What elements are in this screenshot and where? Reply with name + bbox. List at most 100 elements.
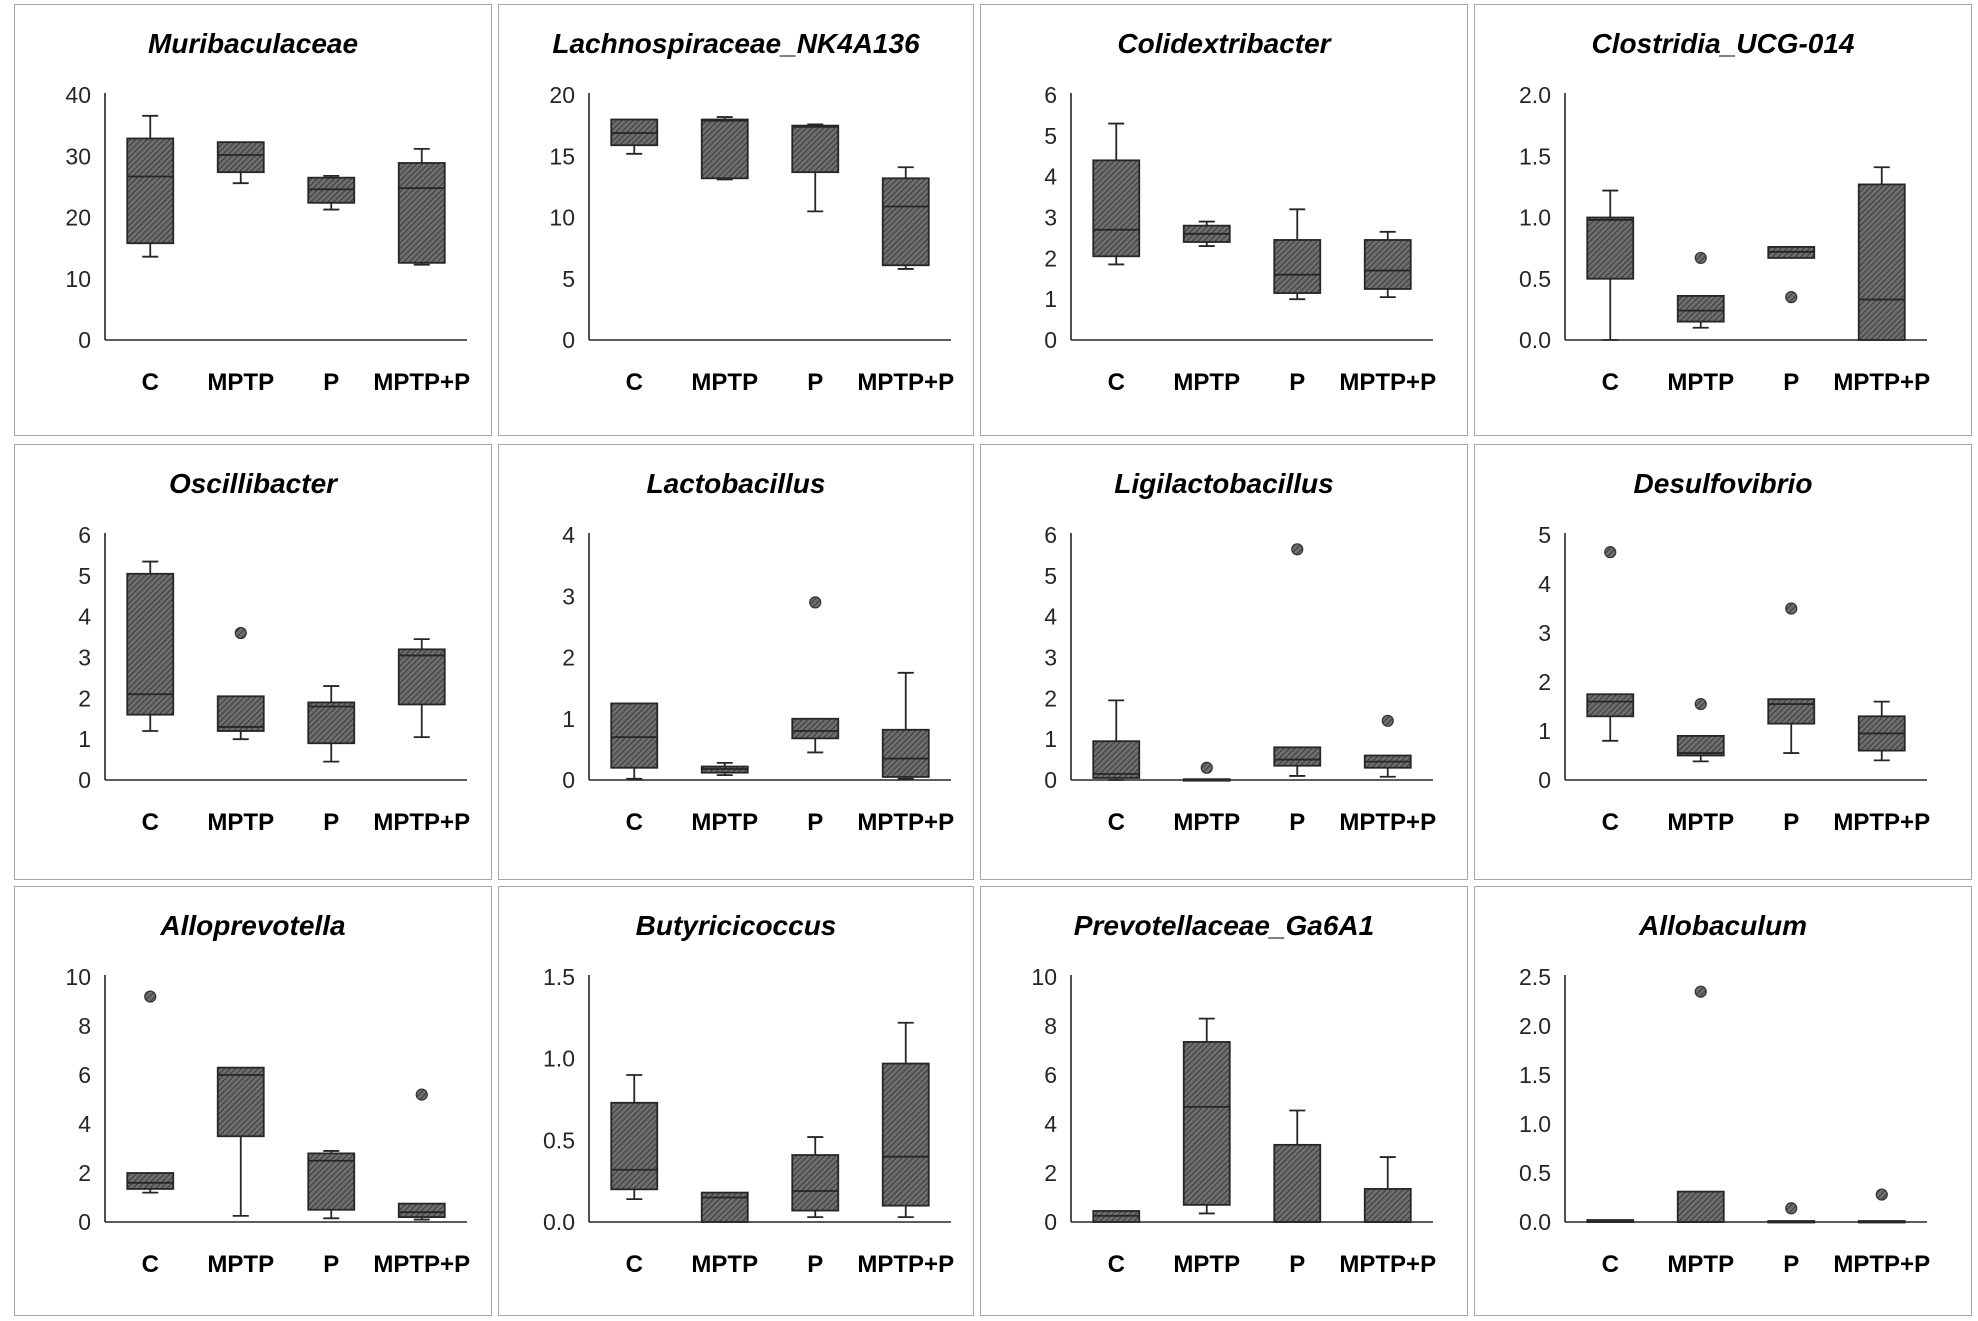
x-category-label: MPTP+P xyxy=(1339,369,1436,396)
box-group-c xyxy=(126,990,175,1194)
box-iqr xyxy=(1363,239,1412,290)
panel-clostridia-ucg-014: Clostridia_UCG-014 0.0 0.5 1.0 1.5 2.0 C MPTP P M… xyxy=(1474,4,1972,436)
box-iqr xyxy=(1676,734,1725,757)
y-tick-label: 6 xyxy=(78,522,91,548)
y-tick-label: 1 xyxy=(1044,286,1057,312)
box-group-p xyxy=(307,174,356,211)
x-category-label: MPTP xyxy=(1667,1251,1734,1278)
x-category-label: MPTP+P xyxy=(1339,809,1436,836)
outlier-point xyxy=(1694,697,1707,711)
outlier-point xyxy=(1604,546,1617,559)
x-category-label: MPTP xyxy=(691,809,758,836)
y-tick-label: 30 xyxy=(65,143,91,169)
y-tick-label: 0.0 xyxy=(1519,327,1551,353)
box-iqr xyxy=(1273,1143,1322,1223)
x-category-label: P xyxy=(1783,809,1799,836)
box-group-mptp-plus-p xyxy=(881,671,930,780)
box-group-c xyxy=(126,114,175,258)
box-iqr xyxy=(881,177,930,267)
x-category-label: MPTP xyxy=(207,369,274,396)
y-tick-label: 20 xyxy=(549,82,575,108)
box-group-mptp xyxy=(216,1066,265,1217)
outlier-point xyxy=(234,626,247,640)
y-tick-label: 10 xyxy=(1031,964,1057,990)
y-tick-label: 1.0 xyxy=(543,1046,575,1072)
panel-colidextribacter: Colidextribacter 0 1 2 3 4 5 6 C MPTP P MPTP+P xyxy=(980,4,1468,436)
box-group-mptp xyxy=(1676,985,1725,1223)
box-group-mptp-plus-p xyxy=(397,147,446,266)
box-iqr xyxy=(126,572,175,716)
chart-title: Colidextribacter xyxy=(1117,28,1332,59)
box-group-c xyxy=(1092,122,1141,266)
box-iqr xyxy=(1363,1188,1412,1223)
x-category-label: C xyxy=(1108,369,1125,396)
x-category-label: C xyxy=(1602,369,1619,396)
y-tick-label: 8 xyxy=(78,1013,91,1039)
x-category-label: MPTP+P xyxy=(1833,809,1930,836)
y-tick-label: 8 xyxy=(1044,1013,1057,1039)
box-group-c xyxy=(126,560,175,732)
box-iqr xyxy=(126,137,175,245)
box-group-p xyxy=(791,596,840,754)
x-category-label: P xyxy=(323,369,339,396)
box-iqr xyxy=(1586,216,1635,280)
outlier-point xyxy=(1291,543,1304,556)
chart-title: Clostridia_UCG-014 xyxy=(1592,28,1855,59)
y-tick-label: 4 xyxy=(562,522,575,548)
chart-title: Lactobacillus xyxy=(647,468,826,499)
outlier-point xyxy=(1875,1188,1888,1201)
y-tick-label: 1.0 xyxy=(1519,1111,1551,1137)
box-group-mptp xyxy=(1676,251,1725,329)
y-tick-label: 2 xyxy=(1538,669,1551,695)
y-tick-label: 0 xyxy=(1044,767,1057,793)
box-group-p xyxy=(791,123,840,213)
y-tick-label: 2 xyxy=(1044,245,1057,271)
y-tick-label: 5 xyxy=(1044,123,1057,149)
x-category-label: MPTP+P xyxy=(373,369,470,396)
y-tick-label: 1.0 xyxy=(1519,205,1551,231)
outlier-point xyxy=(1785,1202,1798,1215)
box-group-c xyxy=(1586,1219,1635,1223)
box-group-mptp-plus-p xyxy=(1857,1188,1906,1224)
box-iqr xyxy=(397,648,446,706)
box-iqr xyxy=(216,695,265,732)
box-group-mptp xyxy=(1182,220,1231,247)
box-iqr xyxy=(1586,693,1635,718)
y-tick-label: 20 xyxy=(65,205,91,231)
y-tick-label: 2 xyxy=(78,1160,91,1186)
y-tick-label: 40 xyxy=(65,82,91,108)
box-group-p xyxy=(1767,1202,1816,1224)
x-category-label: P xyxy=(807,1251,823,1278)
x-category-label: MPTP+P xyxy=(857,809,954,836)
x-category-label: C xyxy=(142,369,159,396)
panel-lactobacillus: Lactobacillus 0 1 2 3 4 C MPTP P MPTP+P xyxy=(498,444,974,880)
y-tick-label: 5 xyxy=(1044,563,1057,589)
outlier-point xyxy=(1381,714,1394,727)
box-group-mptp xyxy=(216,141,265,185)
box-group-c xyxy=(1586,546,1635,742)
outlier-point xyxy=(1694,251,1707,265)
outlier-point xyxy=(144,990,157,1003)
panel-prevotellaceae-ga6a1: Prevotellaceae_Ga6A1 0 2 4 6 8 10 C MPTP P MPTP+P xyxy=(980,886,1468,1316)
box-group-c xyxy=(1092,699,1141,781)
y-tick-label: 4 xyxy=(1044,1111,1057,1137)
box-iqr xyxy=(791,717,840,740)
y-tick-label: 0 xyxy=(1044,327,1057,353)
box-iqr xyxy=(126,1172,175,1190)
y-tick-label: 3 xyxy=(1044,205,1057,231)
box-iqr xyxy=(1857,183,1906,341)
chart-svg: Butyricicoccus 0.0 0.5 1.0 1.5 C MPTP P MPTP+P xyxy=(543,910,954,1278)
chart-svg: Lachnospiraceae_NK4A136 0 5 10 15 20 C MPTP P MPT… xyxy=(549,28,954,396)
y-tick-label: 0 xyxy=(1538,767,1551,793)
y-tick-label: 6 xyxy=(1044,522,1057,548)
y-tick-label: 2.0 xyxy=(1519,1013,1551,1039)
box-iqr xyxy=(1676,294,1725,323)
box-group-mptp-plus-p xyxy=(1363,230,1412,299)
box-group-mptp xyxy=(700,116,749,181)
outlier-point xyxy=(1200,761,1213,774)
y-tick-label: 2.5 xyxy=(1519,964,1551,990)
box-iqr xyxy=(216,1066,265,1138)
chart-title: Allobaculum xyxy=(1638,910,1807,941)
y-tick-label: 1 xyxy=(1538,718,1551,744)
chart-svg: Desulfovibrio 0 1 2 3 4 5 C MPTP P MPTP+P xyxy=(1538,468,1930,836)
